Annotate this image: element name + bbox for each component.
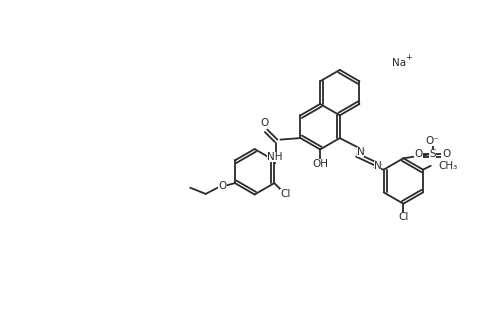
Text: O: O <box>218 181 227 191</box>
Text: S: S <box>429 149 436 159</box>
Text: N: N <box>374 161 382 171</box>
Text: O: O <box>414 149 422 159</box>
Text: O: O <box>443 149 451 159</box>
Text: CH₃: CH₃ <box>438 161 457 171</box>
Text: O: O <box>260 118 269 128</box>
Text: Cl: Cl <box>280 189 291 199</box>
Text: N: N <box>357 147 364 157</box>
Text: NH: NH <box>267 152 283 162</box>
Text: Cl: Cl <box>398 212 409 222</box>
Text: +: + <box>405 53 412 62</box>
Text: Na: Na <box>392 59 406 69</box>
Text: OH: OH <box>312 159 328 169</box>
Text: O⁻: O⁻ <box>426 136 439 146</box>
